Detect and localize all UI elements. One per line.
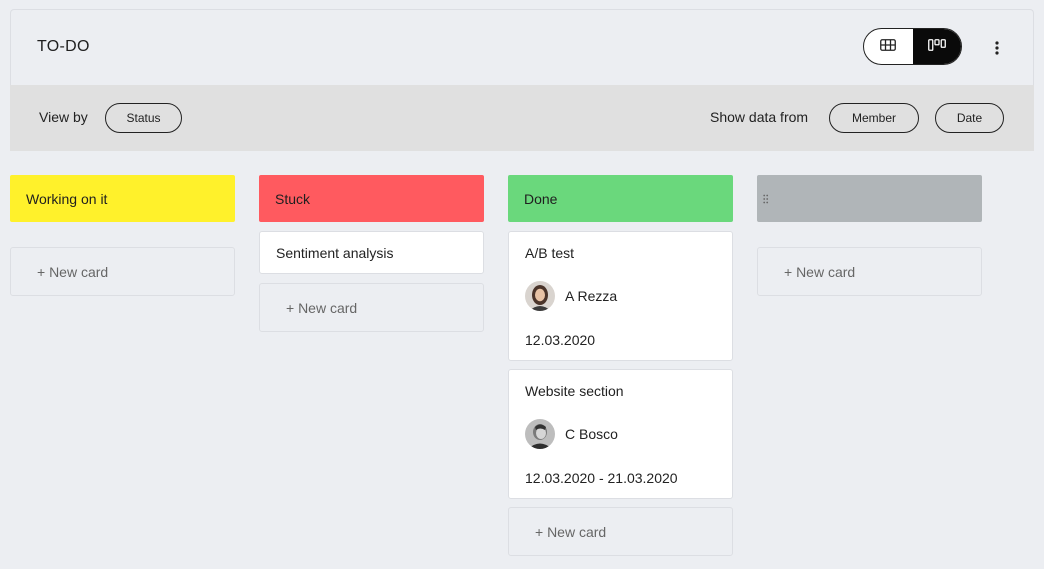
board-title: TO-DO	[37, 38, 90, 55]
task-card[interactable]: Sentiment analysis	[259, 231, 484, 274]
drag-handle-icon[interactable]	[763, 191, 769, 207]
table-view-button[interactable]	[864, 29, 913, 64]
card-title: Website section	[525, 383, 624, 399]
task-card[interactable]: A/B test A Rezza 12.03.2020	[508, 231, 733, 361]
table-icon	[880, 38, 897, 56]
date-filter-button[interactable]: Date	[935, 103, 1004, 133]
card-member-name: A Rezza	[565, 288, 618, 304]
view-by-label: View by	[39, 109, 88, 125]
view-by-status-button[interactable]: Status	[105, 103, 182, 133]
new-card-button[interactable]: + New card	[508, 507, 733, 556]
new-card-button[interactable]: + New card	[259, 283, 484, 332]
column-header-working-on-it[interactable]: Working on it	[10, 175, 235, 222]
task-card[interactable]: Website section C Bosco 12.03.2020 - 21.…	[508, 369, 733, 499]
member-filter-button[interactable]: Member	[829, 103, 919, 133]
card-title: A/B test	[525, 245, 575, 261]
filter-bar: View by Status Show data from Member Dat…	[10, 85, 1034, 151]
board-header: TO-DO	[10, 9, 1034, 85]
avatar	[525, 281, 555, 311]
column-header-done[interactable]: Done	[508, 175, 733, 222]
show-data-from-label: Show data from	[710, 109, 809, 125]
column-header-empty[interactable]	[757, 175, 982, 222]
card-date: 12.03.2020 - 21.03.2020	[525, 470, 678, 486]
more-vertical-icon[interactable]	[987, 36, 1007, 60]
card-date: 12.03.2020	[525, 332, 596, 348]
kanban-view-button[interactable]	[912, 29, 961, 64]
kanban-icon	[927, 38, 946, 56]
card-title: Sentiment analysis	[276, 245, 394, 261]
avatar	[525, 419, 555, 449]
new-card-button[interactable]: + New card	[10, 247, 235, 296]
view-toggle[interactable]	[863, 28, 962, 65]
card-member-name: C Bosco	[565, 426, 618, 442]
column-header-stuck[interactable]: Stuck	[259, 175, 484, 222]
new-card-button[interactable]: + New card	[757, 247, 982, 296]
